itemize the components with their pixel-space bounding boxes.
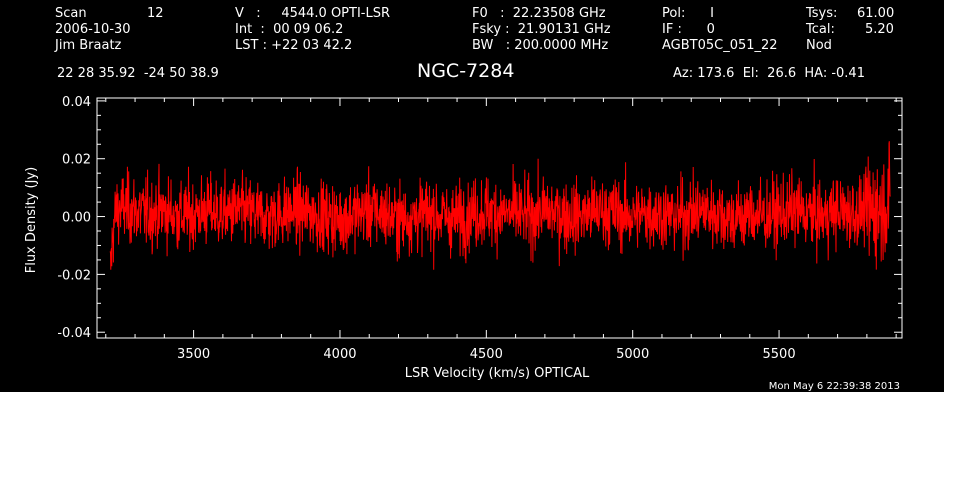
polarization-line: Pol: I	[662, 6, 714, 21]
x-tick-label: 4500	[470, 347, 503, 362]
bandwidth-line: BW : 200.0000 MHz	[472, 38, 609, 53]
y-tick-label: -0.04	[57, 326, 91, 341]
tsys-label: Tsys:	[806, 6, 838, 21]
x-tick-label: 5000	[616, 347, 649, 362]
tcal-value: 5.20	[865, 22, 894, 37]
y-tick-label: 0.02	[62, 153, 91, 168]
x-axis-label: LSR Velocity (km/s) OPTICAL	[405, 366, 590, 381]
scan-label: Scan	[55, 6, 87, 21]
fsky-line: Fsky : 21.90131 GHz	[472, 22, 611, 37]
tsys-value: 61.00	[857, 6, 895, 21]
spectrum-trace	[109, 141, 891, 270]
lst-line: LST : +22 03 42.2	[235, 38, 353, 53]
tcal-label: Tcal:	[806, 22, 835, 37]
y-tick-label: -0.02	[57, 268, 91, 283]
source-coordinates: 22 28 35.92 -24 50 38.9	[57, 66, 219, 81]
scan-number: 12	[147, 6, 164, 21]
source-name: NGC-7284	[417, 60, 515, 82]
spectrum-series	[109, 141, 891, 270]
x-tick-label: 4000	[323, 347, 356, 362]
observation-date: 2006-10-30	[55, 22, 131, 37]
observing-mode: Nod	[806, 38, 832, 53]
plot-timestamp: Mon May 6 22:39:38 2013	[769, 381, 900, 392]
axis-ticks: 3500 4000 4500 5000 5500 -0.04 -0.02 0.00 0.02 0.…	[57, 95, 902, 362]
plot-frame	[96, 97, 903, 339]
observer-name: Jim Braatz	[55, 38, 122, 53]
x-tick-label: 3500	[177, 347, 210, 362]
y-axis-label: Flux Density (Jy)	[24, 167, 39, 273]
if-line: IF : 0	[662, 22, 715, 37]
integration-line: Int : 00 09 06.2	[235, 22, 344, 37]
plot-background: Scan 12 2006-10-30 Jim Braatz V : 4544.0…	[0, 0, 944, 392]
y-tick-label: 0.00	[62, 211, 91, 226]
spectrum-chart: 3500 4000 4500 5000 5500 -0.04 -0.02 0.00 0.02 0.…	[24, 95, 903, 392]
velocity-line: V : 4544.0 OPTI-LSR	[235, 6, 391, 21]
az-el-ha: Az: 173.6 El: 26.6 HA: -0.41	[673, 66, 865, 81]
f0-line: F0 : 22.23508 GHz	[472, 6, 606, 21]
y-tick-label: 0.04	[62, 95, 91, 110]
x-tick-label: 5500	[763, 347, 796, 362]
project-id: AGBT05C_051_22	[662, 38, 778, 53]
